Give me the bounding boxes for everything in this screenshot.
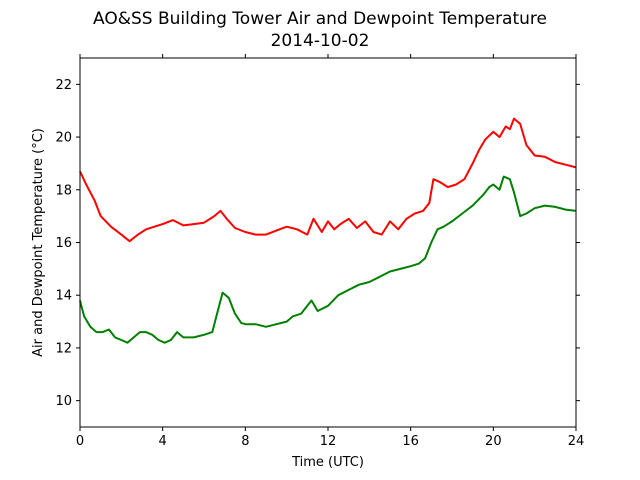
x-tick-label-1: 4 bbox=[159, 434, 167, 449]
ticks-layer: 0 4 8 12 16 20 24 10 12 14 16 18 20 22 bbox=[55, 54, 584, 449]
series-line-0 bbox=[79, 117, 577, 243]
x-tick-label-0: 0 bbox=[76, 434, 84, 449]
y-tick-label-3: 16 bbox=[55, 236, 72, 251]
y-tick-label-4: 18 bbox=[55, 183, 72, 198]
x-tick-label-4: 16 bbox=[402, 434, 419, 449]
chart-subtitle: 2014-10-02 bbox=[271, 31, 370, 51]
x-tick-label-2: 8 bbox=[241, 434, 249, 449]
x-axis-label: Time (UTC) bbox=[291, 455, 364, 470]
x-tick-label-3: 12 bbox=[320, 434, 337, 449]
y-axis-label: Air and Dewpoint Temperature (°C) bbox=[31, 128, 46, 357]
y-tick-label-6: 22 bbox=[55, 78, 72, 93]
x-tick-label-6: 24 bbox=[568, 434, 585, 449]
y-tick-label-5: 20 bbox=[55, 131, 72, 146]
y-tick-label-2: 14 bbox=[55, 289, 72, 304]
series-layer bbox=[79, 117, 577, 344]
series-line-1 bbox=[79, 175, 577, 344]
x-tick-label-5: 20 bbox=[485, 434, 502, 449]
chart-title: AO&SS Building Tower Air and Dewpoint Te… bbox=[93, 9, 547, 29]
y-tick-label-0: 10 bbox=[55, 394, 72, 409]
y-tick-label-1: 12 bbox=[55, 341, 72, 356]
